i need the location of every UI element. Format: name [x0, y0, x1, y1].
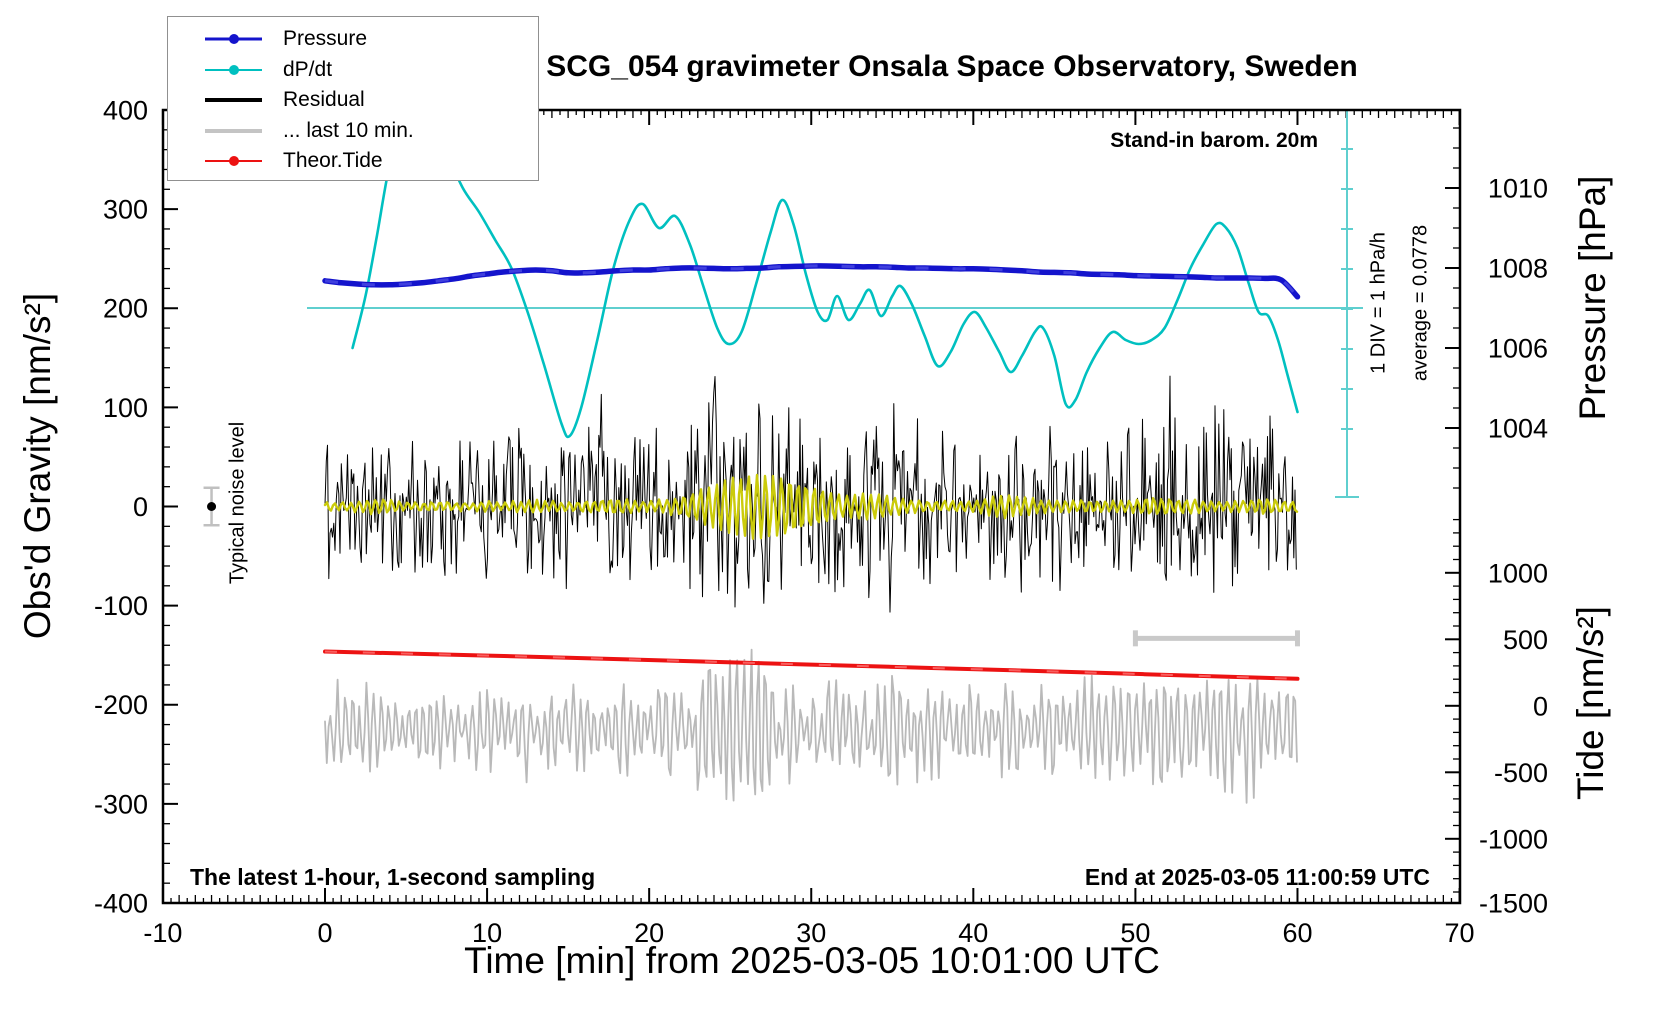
chart-title: SCG_054 gravimeter Onsala Space Observat… — [546, 50, 1358, 83]
svg-text:40: 40 — [958, 918, 988, 948]
legend-item-label: dP/dt — [283, 57, 333, 81]
series-last-10-min — [324, 648, 1298, 804]
legend-item-label: Theor.Tide — [283, 149, 383, 173]
svg-text:1000: 1000 — [1488, 558, 1548, 588]
plot-border — [161, 108, 1462, 905]
svg-text:0: 0 — [317, 918, 332, 948]
svg-text:70: 70 — [1445, 918, 1475, 948]
svg-text:30: 30 — [796, 918, 826, 948]
svg-text:-200: -200 — [94, 690, 148, 720]
legend-sample-line — [205, 156, 262, 167]
svg-text:100: 100 — [103, 393, 148, 423]
svg-text:1010: 1010 — [1488, 173, 1548, 203]
tide-axis-title: Tide [nm/s²] — [1570, 606, 1611, 800]
svg-text:10: 10 — [472, 918, 502, 948]
svg-text:-400: -400 — [94, 888, 148, 918]
svg-text:-10: -10 — [143, 918, 182, 948]
svg-text:300: 300 — [103, 195, 148, 225]
legend-marker-dot — [228, 156, 239, 167]
legend-item-1: dP/dt — [168, 55, 538, 86]
svg-text:1004: 1004 — [1488, 413, 1548, 443]
svg-text:50: 50 — [1120, 918, 1150, 948]
axis-ticks: -10 0 10 20 30 40 50 60 70-400-300-200-100010020… — [94, 95, 1548, 948]
svg-text:20: 20 — [634, 918, 664, 948]
series-dpdt — [351, 110, 1299, 439]
x-axis-title: Time [min] from 2025-03-05 10:01:00 UTC — [464, 940, 1160, 981]
series — [322, 110, 1301, 804]
gravity-axis-title: Obs'd Gravity [nm/s²] — [17, 292, 58, 640]
noise-level-note: Typical noise level — [226, 421, 249, 585]
legend-marker-dot — [228, 64, 239, 75]
svg-text:-500: -500 — [1494, 758, 1548, 788]
svg-text:1008: 1008 — [1488, 253, 1548, 283]
legend-sample-line — [205, 64, 262, 75]
series-pressure — [322, 263, 1301, 300]
legend-sample-line — [205, 95, 262, 105]
svg-text:-100: -100 — [94, 591, 148, 621]
svg-text:500: 500 — [1503, 625, 1548, 655]
legend-item-3: ... last 10 min. — [168, 116, 538, 147]
svg-text:60: 60 — [1282, 918, 1312, 948]
svg-text:-1000: -1000 — [1479, 824, 1548, 854]
pressure-axis-title: Pressure [hPa] — [1572, 175, 1613, 421]
last-10-min-bracket — [1132, 630, 1300, 647]
legend-item-2: Residual — [168, 85, 538, 116]
average-note: average = 0.0778 — [1409, 224, 1432, 382]
svg-text:400: 400 — [103, 95, 148, 125]
legend-item-label: Pressure — [283, 27, 368, 51]
legend-marker-dot — [228, 34, 239, 45]
legend-item-0: Pressure — [168, 24, 538, 55]
standin-barometer-note: Stand-in barom. 20m — [1110, 129, 1318, 152]
noise-level-marker — [203, 486, 220, 527]
series-theor-tide — [323, 649, 1300, 681]
legend-item-label: Residual — [283, 88, 365, 112]
legend-sample-line — [205, 126, 262, 136]
series-residual-filtered — [323, 473, 1299, 540]
svg-text:1006: 1006 — [1488, 333, 1548, 363]
legend-box: Pressure dP/dt Residual ... last 10 min. The… — [167, 16, 539, 181]
svg-text:-1500: -1500 — [1479, 888, 1548, 918]
end-time-note: End at 2025-03-05 11:00:59 UTC — [1084, 864, 1430, 890]
svg-text:200: 200 — [103, 294, 148, 324]
sampling-note: The latest 1-hour, 1-second sampling — [190, 864, 596, 890]
legend-item-4: Theor.Tide — [168, 146, 538, 177]
legend-item-label: ... last 10 min. — [283, 118, 414, 142]
dpdt-reference — [307, 110, 1363, 498]
legend-sample-line — [205, 34, 262, 45]
svg-text:0: 0 — [1533, 691, 1548, 721]
svg-text:-300: -300 — [94, 789, 148, 819]
div-scale-note: 1 DIV = 1 hPa/h — [1367, 232, 1390, 374]
svg-text:0: 0 — [133, 492, 148, 522]
series-residual — [324, 375, 1297, 613]
